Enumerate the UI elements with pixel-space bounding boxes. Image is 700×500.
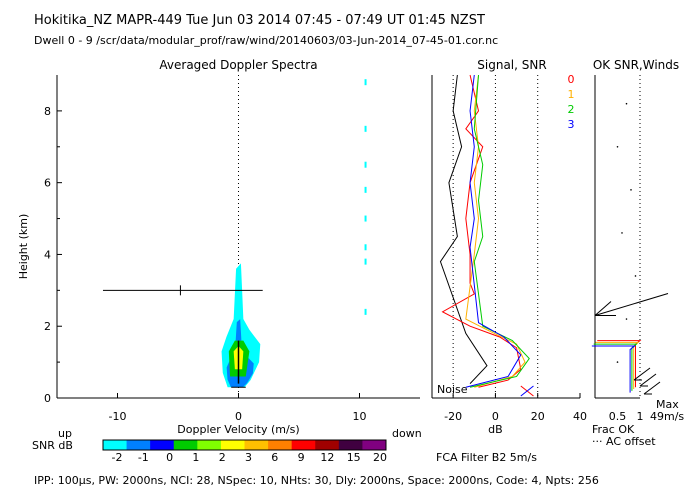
colorbar-tick-label: 15	[347, 451, 361, 464]
snr-db-label: SNR dB	[32, 439, 73, 452]
noise-mark	[364, 258, 367, 265]
max-label: Max	[656, 398, 679, 411]
spectra-title: Averaged Doppler Spectra	[159, 58, 317, 72]
noise-marker	[520, 385, 534, 397]
y-tick-label: 0	[44, 392, 51, 405]
colorbar-swatch	[315, 440, 340, 450]
colorbar-swatch	[150, 440, 175, 450]
snr-legend-entry: 0	[568, 73, 575, 86]
y-tick-label: 6	[44, 177, 51, 190]
colorbar-swatch	[220, 440, 245, 450]
filter-label: FCA Filter B2 5m/s	[436, 451, 537, 464]
signal-snr-title: Signal, SNR	[477, 58, 546, 72]
colorbar-swatch	[103, 440, 128, 450]
x-tick-label: -10	[109, 410, 127, 423]
colorbar-tick-label: 9	[298, 451, 305, 464]
ac-offset-dot	[630, 189, 632, 191]
noise-mark	[364, 215, 367, 222]
snr-legend-entry: 2	[568, 103, 575, 116]
header-title: Hokitika_NZ MAPR-449 Tue Jun 03 2014 07:…	[34, 13, 485, 28]
colorbar-frame	[102, 439, 387, 451]
snr-profile-1	[465, 74, 526, 388]
wind-vector	[594, 293, 669, 316]
snr-x-tick-label: 20	[531, 410, 545, 423]
colorbar-swatch	[268, 440, 293, 450]
snr-profile-3	[465, 74, 522, 388]
ac-offset-dot	[625, 318, 628, 320]
colorbar-swatch	[126, 440, 151, 450]
noise-mark	[364, 186, 367, 193]
colorbar-tick-label: 2	[219, 451, 226, 464]
up-label: up	[58, 427, 72, 440]
colorbar-tick-label: 20	[373, 451, 387, 464]
ac-offset-dot	[625, 102, 628, 105]
snr-x-tick-label: 40	[573, 410, 587, 423]
snr-axis-label: dB	[488, 423, 503, 436]
colorbar-tick-label: 1	[192, 451, 199, 464]
x-tick-label: 10	[353, 410, 367, 423]
y-tick-label: 4	[44, 248, 51, 261]
noise-mark	[364, 79, 367, 86]
noise-mark	[364, 161, 367, 168]
frac-ok-label: Frac OK	[592, 423, 635, 436]
frac-tick-label: 0.5	[609, 410, 627, 423]
fraction-ok-profile	[591, 345, 637, 393]
colorbar-tick-label: -1	[138, 451, 149, 464]
snr-x-tick-label: 0	[492, 410, 499, 423]
ac-offset-dot	[621, 232, 623, 234]
ac-offset-label: ··· AC offset	[592, 435, 656, 448]
colorbar-swatch	[197, 440, 222, 450]
colorbar-tick-label: 0	[166, 451, 173, 464]
ac-offset-dot	[634, 275, 637, 277]
y-tick-label: 8	[44, 105, 51, 118]
frac-tick-label: 1	[637, 410, 644, 423]
x-tick-label: 0	[235, 410, 242, 423]
height-axis-label: Height (km)	[17, 214, 30, 280]
colorbar-swatch	[244, 440, 269, 450]
signal-profile	[439, 74, 488, 384]
snr-legend-entry: 3	[568, 118, 575, 131]
footer-parameters: IPP: 100µs, PW: 2000ns, NCI: 28, NSpec: …	[34, 474, 599, 487]
noise-label: Noise	[437, 383, 468, 396]
ac-offset-dot	[616, 361, 619, 363]
colorbar-tick-label: 6	[271, 451, 278, 464]
wind-vector	[643, 381, 661, 395]
colorbar-tick-label: 12	[320, 451, 334, 464]
snr-profile-2	[469, 74, 530, 388]
noise-mark	[364, 244, 367, 251]
colorbar-tick-label: 3	[245, 451, 252, 464]
max-speed-label: 49m/s	[650, 410, 685, 423]
wind-vector	[639, 373, 657, 387]
header-dwell: Dwell 0 - 9 /scr/data/modular_prof/raw/w…	[34, 34, 499, 47]
colorbar-swatch	[173, 440, 198, 450]
noise-mark	[364, 308, 367, 315]
snr-x-tick-label: -20	[444, 410, 462, 423]
wind-vector	[633, 367, 651, 381]
ok-snr-winds-title: OK SNR,Winds	[593, 58, 679, 72]
colorbar-tick-label: -2	[112, 451, 123, 464]
snr-legend-entry: 1	[568, 88, 575, 101]
ac-offset-dot	[616, 145, 619, 148]
colorbar-swatch	[338, 440, 363, 450]
velocity-axis-label: Doppler Velocity (m/s)	[177, 423, 299, 436]
wind-arrowhead	[594, 301, 612, 316]
down-label: down	[392, 427, 422, 440]
colorbar-swatch	[291, 440, 316, 450]
colorbar-swatch	[362, 440, 387, 450]
y-tick-label: 2	[44, 320, 51, 333]
noise-mark	[364, 125, 367, 132]
